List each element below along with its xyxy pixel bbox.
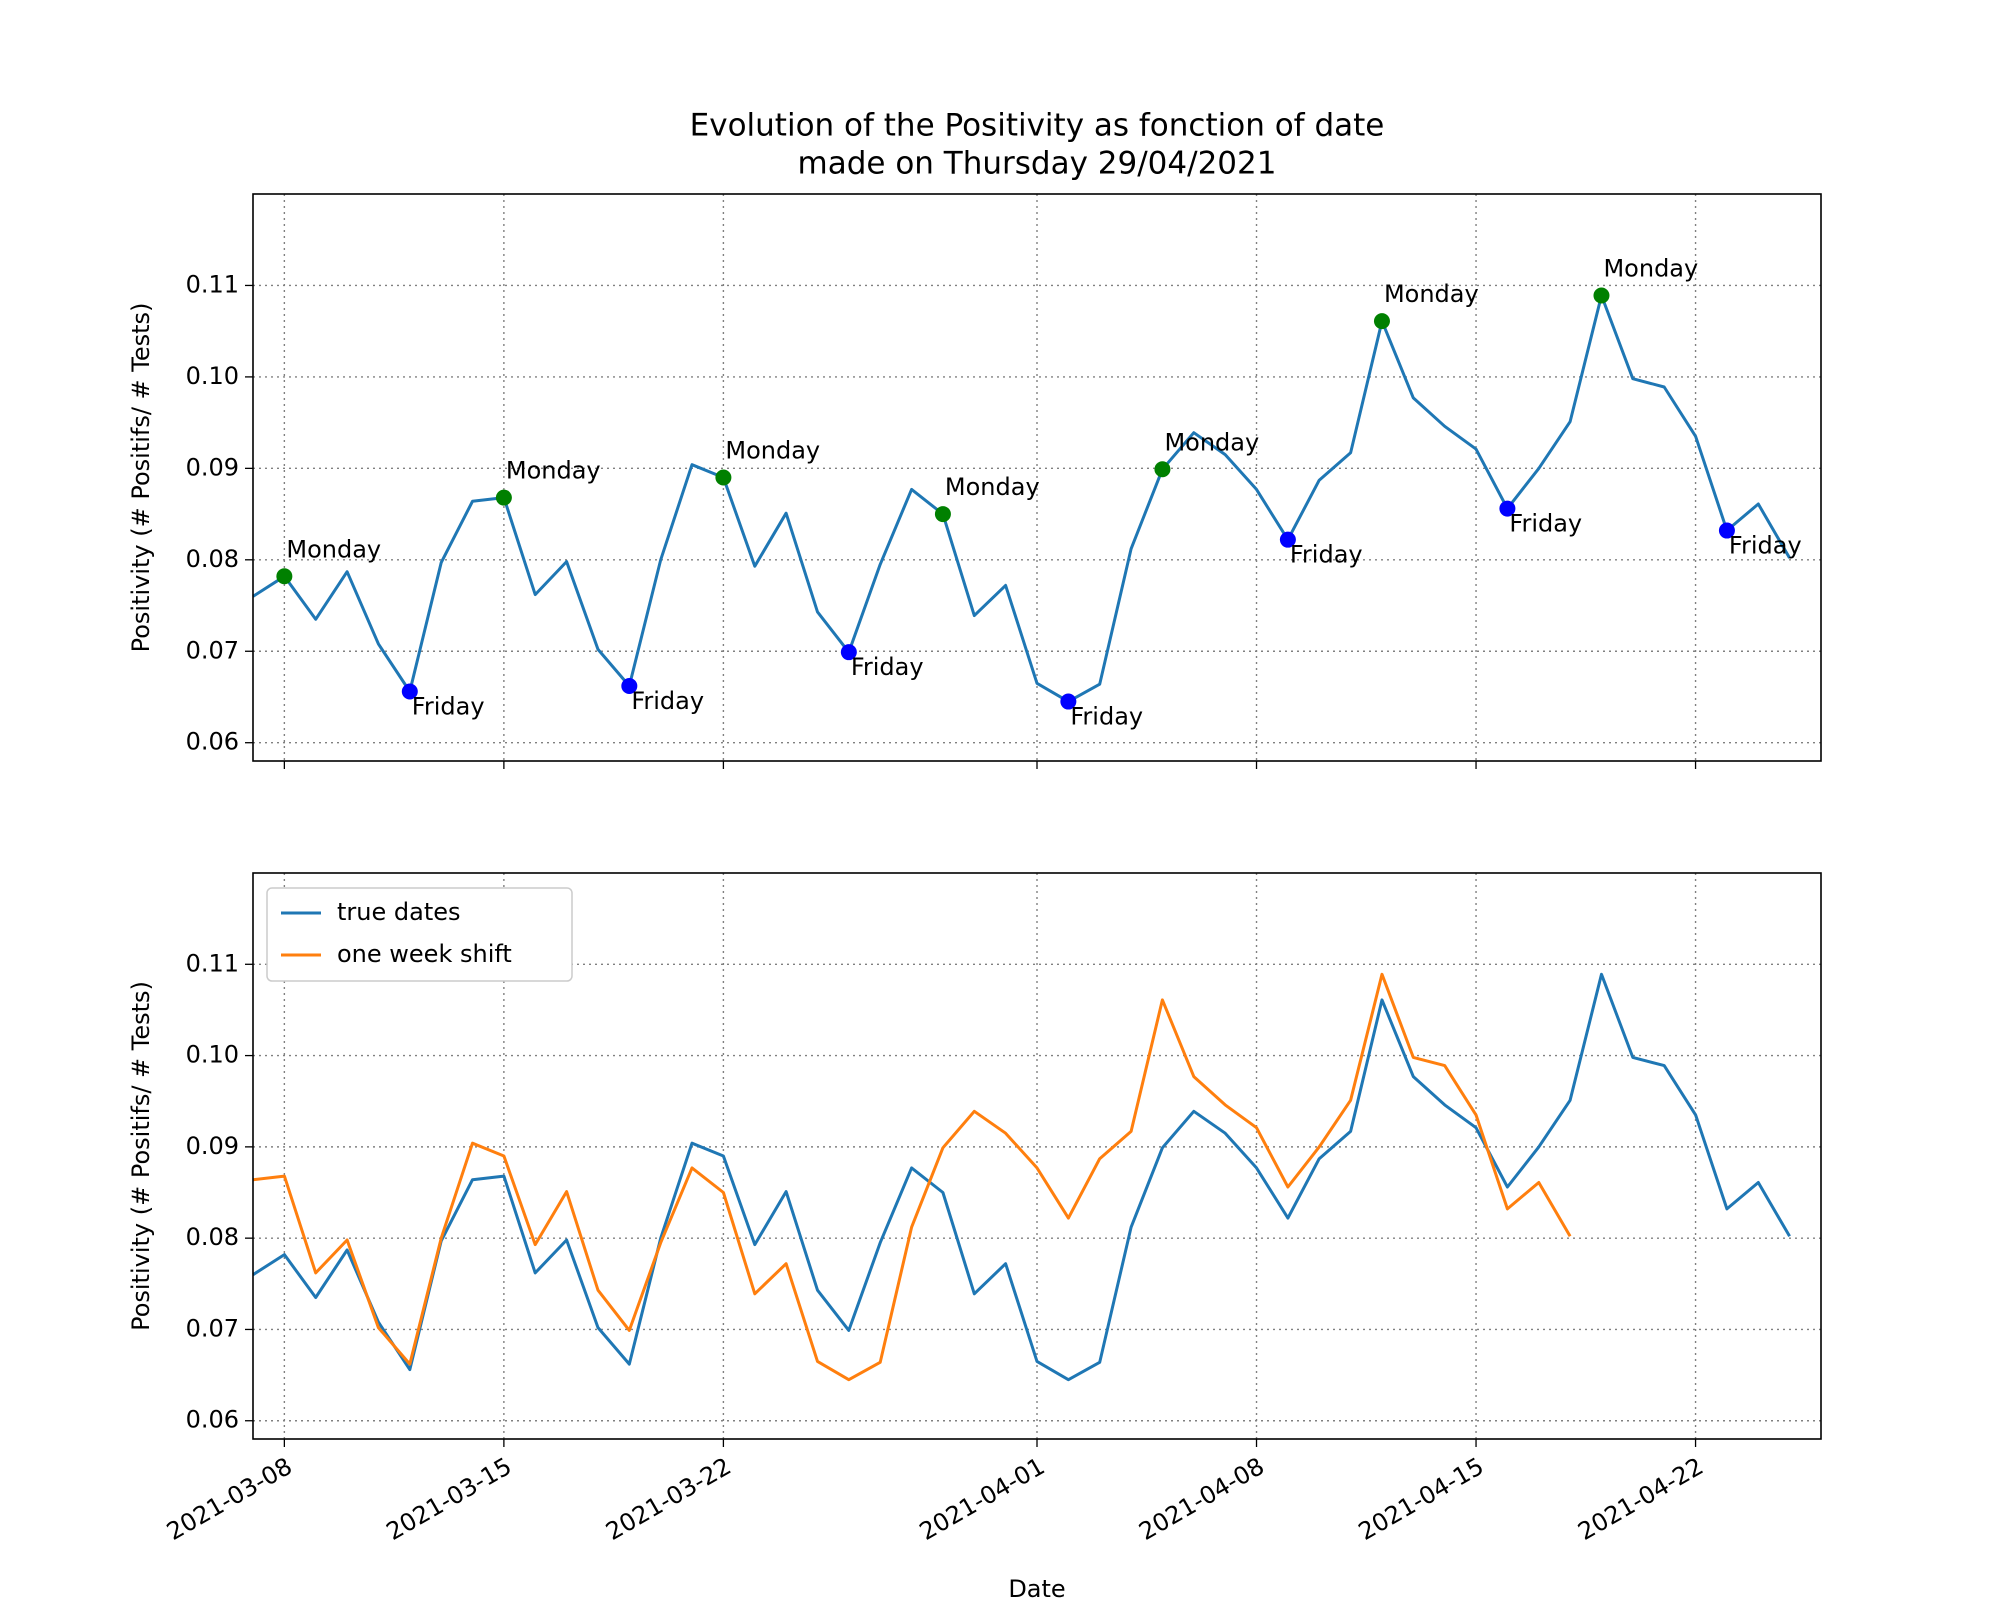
legend-label: true dates	[337, 898, 461, 926]
legend-box	[266, 887, 573, 982]
day-marker	[1060, 693, 1077, 710]
data-line	[252, 294, 1791, 704]
y-tick-label: 0.10	[186, 362, 239, 390]
day-marker	[276, 568, 293, 585]
y-tick-label: 0.09	[186, 453, 239, 481]
day-marker	[1499, 500, 1516, 517]
day-marker	[621, 678, 638, 695]
annotation: Friday	[412, 692, 485, 720]
x-axis-label: Date	[1008, 1575, 1065, 1600]
annotation: Friday	[1729, 532, 1802, 560]
plot-frame	[252, 193, 1822, 762]
day-marker	[1593, 287, 1610, 304]
plot-frame	[252, 872, 1822, 1440]
annotation: Monday	[286, 535, 381, 563]
annotation: Friday	[1290, 541, 1363, 569]
day-marker	[401, 683, 418, 700]
data-line	[252, 972, 1791, 1382]
annotation: Monday	[1603, 255, 1698, 283]
day-marker	[1373, 313, 1390, 330]
day-marker	[1154, 461, 1171, 478]
day-marker	[495, 489, 512, 506]
day-marker	[1718, 522, 1735, 539]
y-axis-label: Positivity (# Positifs/ # Tests)	[127, 981, 155, 1331]
data-line	[252, 972, 1572, 1382]
annotation: Monday	[506, 457, 601, 485]
y-tick-label: 0.07	[186, 1314, 239, 1342]
annotation: Monday	[945, 473, 1040, 501]
annotation: Monday	[1384, 280, 1479, 308]
y-tick-label: 0.07	[186, 636, 239, 664]
axes: 0.06 0.07 0.08 0.09 0.10 0.11 Positivity (# Po…	[127, 193, 1822, 769]
y-tick-label: 0.09	[186, 1132, 239, 1160]
chart-subtitle: made on Thursday 29/04/2021	[798, 146, 1277, 182]
day-marker	[1279, 531, 1296, 548]
y-tick-label: 0.08	[186, 1223, 239, 1251]
annotation: Friday	[1509, 510, 1582, 538]
annotation: Monday	[725, 437, 820, 465]
y-tick-label: 0.06	[186, 728, 239, 756]
y-axis-label: Positivity (# Positifs/ # Tests)	[127, 303, 155, 653]
annotation: Friday	[851, 653, 924, 681]
y-tick-label: 0.06	[186, 1406, 239, 1434]
y-tick-label: 0.10	[186, 1041, 239, 1069]
legend-label: one week shift	[337, 940, 512, 968]
chart-title: Evolution of the Positivity as fonction …	[690, 108, 1385, 144]
day-marker	[934, 506, 951, 523]
legend: true dates one week shift	[266, 887, 573, 982]
y-tick-label: 0.08	[186, 545, 239, 573]
y-tick-label: 0.11	[186, 270, 239, 298]
day-marker	[840, 644, 857, 661]
annotation: Monday	[1164, 428, 1259, 456]
day-marker	[715, 469, 732, 486]
y-tick-label: 0.11	[186, 949, 239, 977]
annotation: Friday	[1070, 703, 1143, 731]
annotation: Friday	[631, 687, 704, 715]
